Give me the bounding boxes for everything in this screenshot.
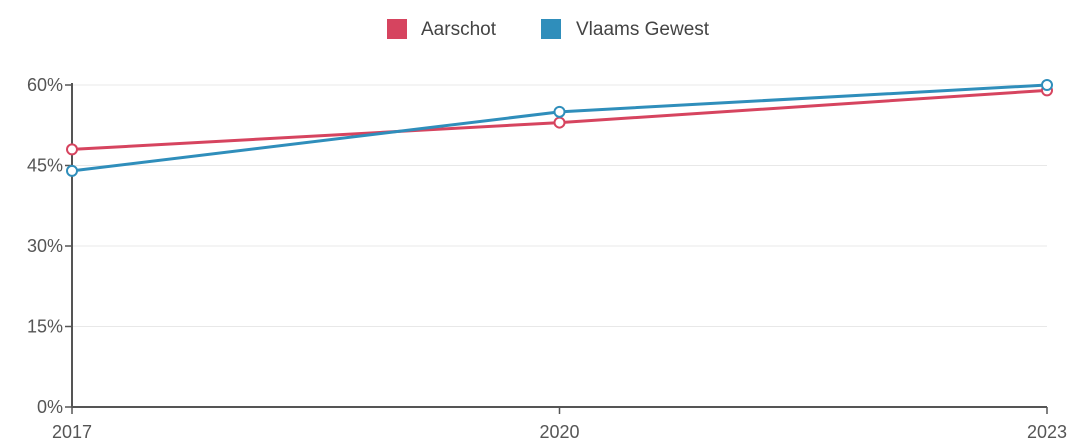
legend-label: Aarschot [421,19,497,40]
series [66,84,1053,156]
data-point[interactable] [66,143,78,156]
legend-item[interactable]: Vlaams Gewest [541,19,710,40]
series-group [66,79,1053,177]
data-point[interactable] [553,116,566,129]
legend-item[interactable]: Aarschot [387,19,497,40]
y-tick-label: 45% [27,156,63,176]
axes: 0% 15% 30% 45% 60% 2017 2020 2023 [27,75,1067,441]
legend-swatch [541,19,561,39]
legend-swatch [387,19,407,39]
y-tick-label: 0% [37,397,63,417]
x-tick-label: 2020 [539,422,579,441]
x-tick-label: 2017 [52,422,92,441]
data-point[interactable] [1041,79,1053,91]
grid [72,84,1047,327]
series [66,79,1053,177]
y-tick-label: 30% [27,236,63,256]
x-tick-label: 2023 [1027,422,1067,441]
legend: Aarschot Vlaams Gewest [387,19,710,40]
y-tick-label: 60% [27,75,63,95]
y-tick-label: 15% [27,317,63,337]
legend-label: Vlaams Gewest [576,19,710,40]
data-point[interactable] [553,105,566,118]
data-point[interactable] [66,164,78,177]
